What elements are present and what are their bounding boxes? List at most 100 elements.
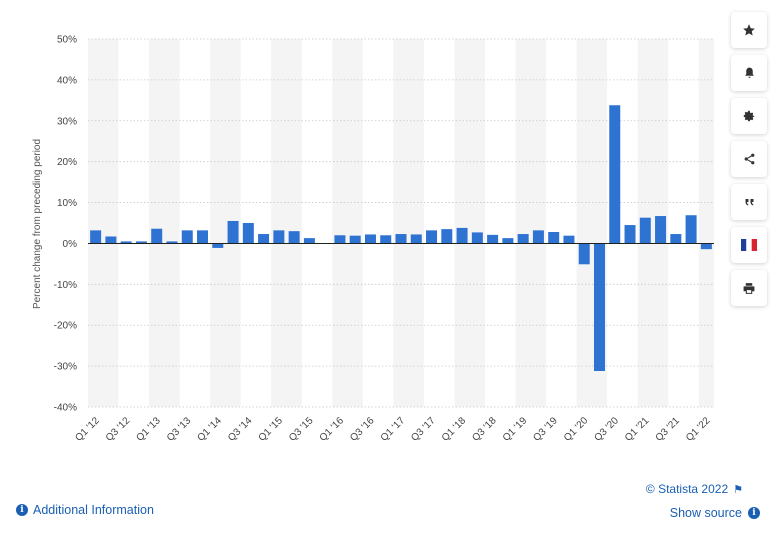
bar[interactable]	[548, 231, 560, 244]
flag-icon: ⚑	[733, 483, 743, 496]
settings-button[interactable]	[731, 98, 767, 134]
additional-information-link[interactable]: i Additional Information	[16, 503, 154, 517]
y-tick-label: 40%	[57, 75, 77, 86]
bar[interactable]	[471, 232, 483, 244]
bar[interactable]	[166, 241, 178, 244]
statista-credit[interactable]: © Statista 2022 ⚑	[646, 482, 743, 496]
x-tick-label: Q1 '15	[257, 415, 286, 444]
star-icon	[743, 24, 755, 36]
x-tick-label: Q3 '14	[226, 415, 255, 444]
y-tick-label: -20%	[54, 321, 77, 332]
info-icon: i	[748, 507, 760, 519]
y-tick-label: 20%	[57, 157, 77, 168]
y-axis-label: Percent change from preceding period	[32, 139, 43, 309]
show-source-label: Show source	[669, 506, 742, 520]
x-tick-label: Q3 '13	[165, 415, 194, 444]
bar[interactable]	[120, 241, 132, 244]
y-tick-label: -40%	[54, 403, 77, 414]
bar[interactable]	[563, 235, 575, 244]
bar[interactable]	[105, 236, 117, 244]
x-tick-label: Q3 '17	[409, 415, 438, 444]
y-tick-label: 0%	[63, 239, 78, 250]
x-tick-label: Q1 '14	[196, 415, 225, 444]
bar[interactable]	[517, 234, 529, 244]
show-source-link[interactable]: Show source i	[670, 506, 760, 520]
x-tick-label: Q3 '15	[287, 415, 316, 444]
printer-icon	[743, 282, 755, 294]
bar[interactable]	[456, 227, 468, 244]
bar[interactable]	[212, 243, 224, 248]
bar[interactable]	[242, 223, 254, 244]
x-tick-label: Q3 '20	[592, 415, 621, 444]
bar[interactable]	[197, 230, 209, 244]
print-button[interactable]	[731, 270, 767, 306]
bar[interactable]	[288, 231, 300, 244]
x-tick-labels: Q1 '12 Q3 '12 Q1 '13 Q3 '13 Q1 '14 Q3 '14 Q1 '…	[73, 415, 712, 444]
column-band	[698, 39, 714, 407]
bar[interactable]	[670, 234, 682, 244]
x-tick-label: Q1 '13	[134, 415, 163, 444]
x-tick-label: Q3 '16	[348, 415, 377, 444]
x-tick-label: Q1 '17	[379, 415, 408, 444]
bar[interactable]	[181, 230, 193, 244]
x-tick-label: Q1 '22	[684, 415, 713, 444]
favorite-button[interactable]	[731, 12, 767, 48]
bar[interactable]	[532, 230, 544, 244]
y-tick-label: -10%	[54, 280, 77, 291]
language-button[interactable]	[731, 227, 767, 263]
bar[interactable]	[151, 228, 163, 244]
bar[interactable]	[380, 235, 392, 244]
x-tick-label: Q1 '20	[562, 415, 591, 444]
bar[interactable]	[135, 241, 147, 244]
bar[interactable]	[578, 243, 590, 265]
share-button[interactable]	[731, 141, 767, 177]
bar[interactable]	[441, 229, 453, 244]
gear-icon	[743, 110, 755, 122]
bar[interactable]	[410, 234, 422, 244]
notification-button[interactable]	[731, 55, 767, 91]
x-tick-label: Q3 '12	[104, 415, 133, 444]
toolbar	[731, 12, 767, 313]
bar[interactable]	[609, 105, 621, 244]
bar[interactable]	[426, 230, 438, 244]
bar[interactable]	[334, 235, 346, 244]
bar[interactable]	[655, 216, 667, 244]
column-band	[515, 39, 547, 407]
bar[interactable]	[502, 238, 514, 244]
cite-button[interactable]	[731, 184, 767, 220]
bar[interactable]	[487, 234, 499, 244]
bars	[90, 105, 712, 372]
column-band	[454, 39, 485, 407]
y-tick-label: 10%	[57, 198, 77, 209]
x-tick-label: Q1 '18	[440, 415, 469, 444]
x-tick-label: Q1 '21	[623, 415, 652, 444]
bar[interactable]	[624, 225, 636, 244]
y-tick-label: 30%	[57, 116, 77, 127]
bar[interactable]	[273, 230, 285, 244]
bar[interactable]	[593, 243, 605, 372]
bar[interactable]	[395, 234, 407, 244]
column-band	[271, 39, 302, 407]
bell-icon	[744, 67, 754, 78]
bar[interactable]	[90, 230, 102, 244]
column-band	[88, 39, 119, 407]
x-tick-label: Q1 '12	[73, 415, 102, 444]
column-band	[332, 39, 363, 407]
bar[interactable]	[685, 215, 697, 244]
bar[interactable]	[227, 220, 239, 244]
bar[interactable]	[303, 238, 315, 244]
bar[interactable]	[700, 243, 712, 250]
column-band	[393, 39, 424, 407]
french-flag-icon	[741, 239, 757, 251]
bar[interactable]	[364, 234, 376, 244]
credit-label: © Statista 2022	[645, 482, 729, 496]
bar[interactable]	[258, 234, 270, 244]
y-tick-label: -30%	[54, 362, 77, 373]
quote-icon	[745, 199, 753, 206]
bar[interactable]	[639, 217, 651, 244]
share-icon	[744, 153, 754, 165]
bar[interactable]	[349, 235, 361, 244]
column-band	[149, 39, 180, 407]
y-tick-labels: 50% 40% 30% 20% 10% 0% -10% -20% -30% -40%	[54, 35, 77, 414]
